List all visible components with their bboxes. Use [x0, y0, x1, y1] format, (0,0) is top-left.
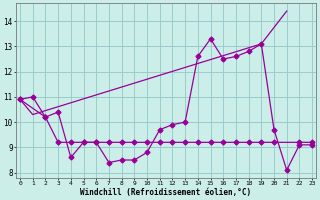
- X-axis label: Windchill (Refroidissement éolien,°C): Windchill (Refroidissement éolien,°C): [81, 188, 252, 197]
